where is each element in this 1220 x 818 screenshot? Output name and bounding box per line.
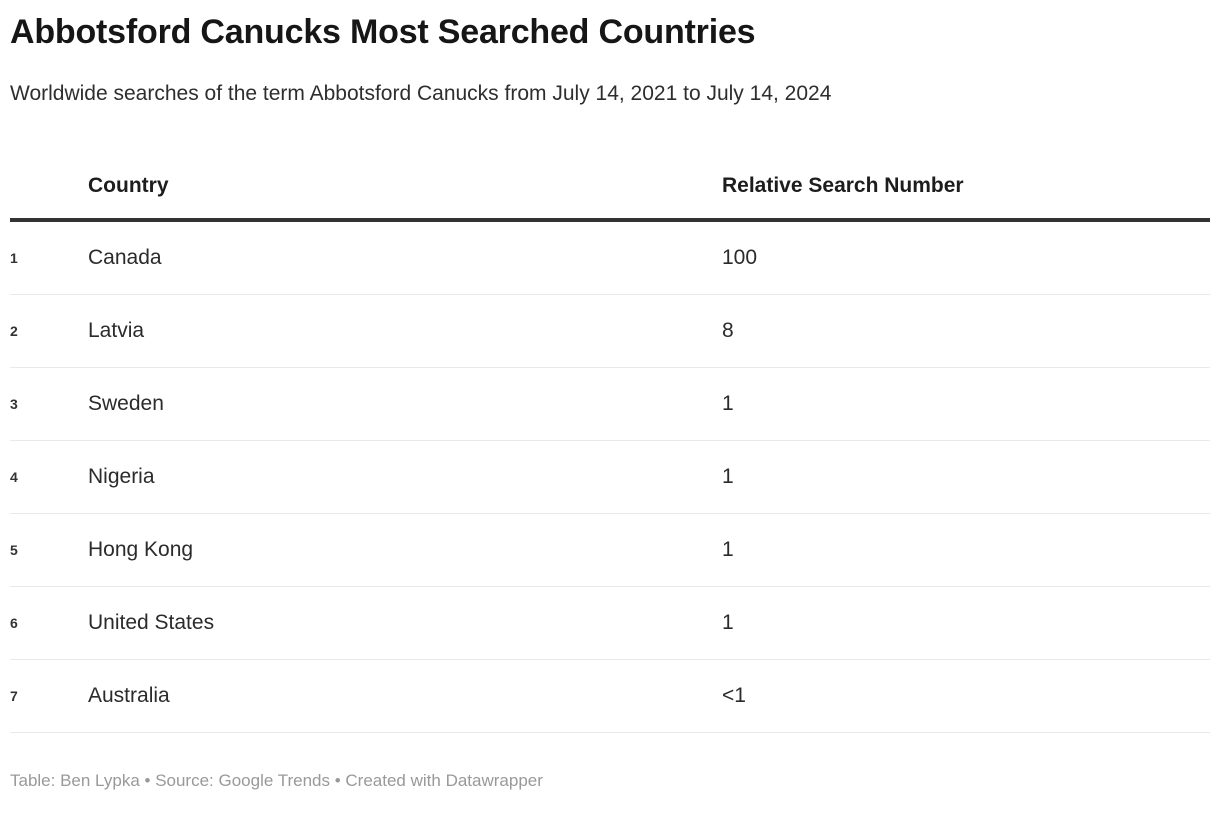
row-country: Canada (88, 220, 722, 296)
column-header-rank (10, 174, 88, 223)
row-value: 100 (722, 220, 1210, 296)
row-country: Australia (88, 659, 722, 734)
row-rank: 5 (10, 513, 88, 588)
row-country: United States (88, 586, 722, 661)
table-row: 2 Latvia 8 (10, 294, 1210, 369)
row-country: Sweden (88, 367, 722, 442)
row-value: 1 (722, 586, 1210, 661)
table-body: 1 Canada 100 2 Latvia 8 3 Sweden 1 4 Nig… (10, 220, 1210, 734)
row-value: 1 (722, 513, 1210, 588)
row-rank: 4 (10, 440, 88, 515)
row-value: 8 (722, 294, 1210, 369)
row-rank: 6 (10, 586, 88, 661)
table-row: 5 Hong Kong 1 (10, 513, 1210, 588)
table-header-row: Country Relative Search Number (10, 174, 1210, 223)
table-row: 6 United States 1 (10, 586, 1210, 661)
row-rank: 3 (10, 367, 88, 442)
row-value: 1 (722, 367, 1210, 442)
row-rank: 1 (10, 220, 88, 296)
row-rank: 2 (10, 294, 88, 369)
table-row: 1 Canada 100 (10, 220, 1210, 296)
table-row: 3 Sweden 1 (10, 367, 1210, 442)
row-country: Hong Kong (88, 513, 722, 588)
row-rank: 7 (10, 659, 88, 734)
page-subtitle: Worldwide searches of the term Abbotsfor… (10, 81, 832, 105)
most-searched-countries-table: Country Relative Search Number 1 Canada … (10, 174, 1210, 734)
table-row: 7 Australia <1 (10, 659, 1210, 734)
row-country: Nigeria (88, 440, 722, 515)
column-header-value: Relative Search Number (722, 174, 1210, 223)
table-header: Country Relative Search Number (10, 174, 1210, 223)
row-value: <1 (722, 659, 1210, 734)
page-title: Abbotsford Canucks Most Searched Countri… (10, 13, 756, 51)
row-value: 1 (722, 440, 1210, 515)
attribution-footer: Table: Ben Lypka • Source: Google Trends… (10, 771, 543, 791)
column-header-country: Country (88, 174, 722, 223)
table-row: 4 Nigeria 1 (10, 440, 1210, 515)
row-country: Latvia (88, 294, 722, 369)
